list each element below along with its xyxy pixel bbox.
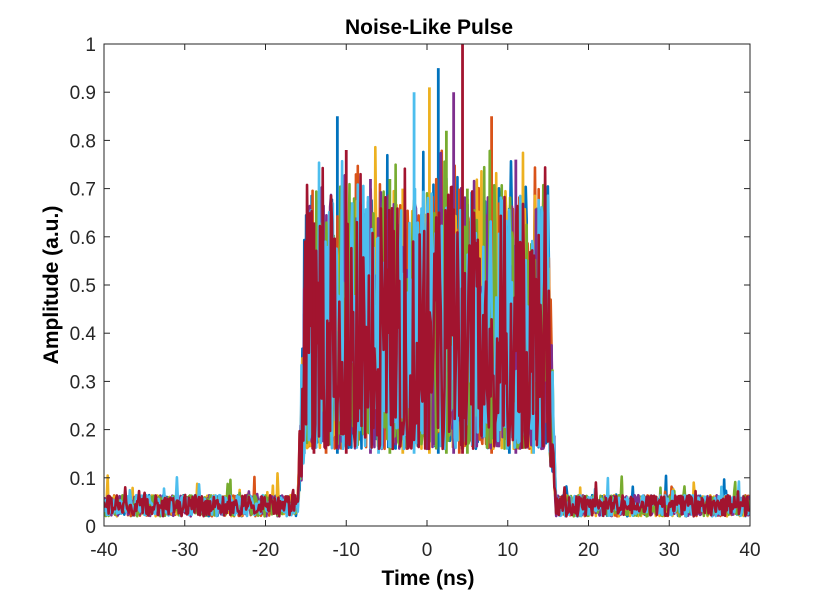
y-tick-label: 1: [85, 35, 96, 56]
series-layer: [104, 44, 750, 518]
x-tick-label: -10: [333, 540, 360, 561]
x-axis: -40 -30 -20 -10 0 10 20 30 40: [90, 44, 761, 561]
series-line: [104, 166, 750, 518]
y-tick-label: 0.4: [70, 324, 97, 345]
y-tick-label: 0.2: [70, 421, 96, 442]
y-tick-label: 0.6: [70, 228, 96, 249]
y-tick-label: 0: [85, 517, 96, 538]
x-tick-label: -20: [252, 540, 279, 561]
x-tick-label: -30: [171, 540, 198, 561]
y-axis-label: Amplitude (a.u.): [40, 206, 63, 365]
y-tick-label: 0.3: [70, 372, 96, 393]
x-tick-label: 10: [497, 540, 518, 561]
y-tick-label: 0.8: [70, 131, 96, 152]
x-tick-label: -40: [90, 540, 117, 561]
y-axis: 0 0.1 0.2 0.3 0.4 0.5 0.6 0.7 0.8 0.9 1: [70, 35, 750, 538]
x-tick-label: 30: [659, 540, 680, 561]
y-tick-label: 0.1: [70, 469, 96, 490]
y-tick-label: 0.5: [70, 276, 96, 297]
x-tick-label: 0: [422, 540, 433, 561]
chart-title: Noise-Like Pulse: [345, 16, 513, 39]
x-tick-label: 20: [578, 540, 599, 561]
x-axis-label: Time (ns): [382, 567, 475, 590]
y-tick-label: 0.9: [70, 83, 96, 104]
y-tick-label: 0.7: [70, 180, 96, 201]
x-tick-label: 40: [739, 540, 760, 561]
